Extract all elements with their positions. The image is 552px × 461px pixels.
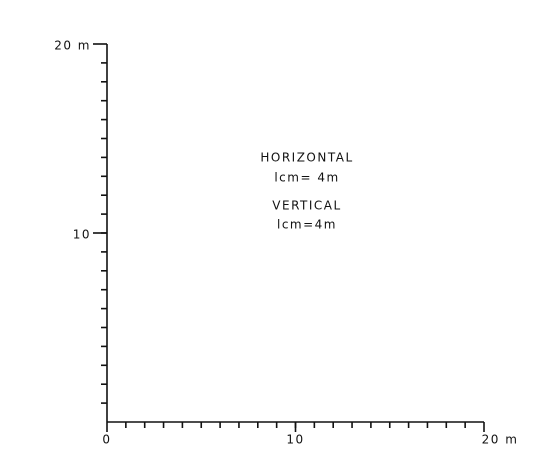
- annotation: lcm= 4m: [274, 171, 339, 185]
- annotation: VERTICAL: [272, 199, 341, 213]
- y-tick-label: 20 m: [54, 39, 91, 53]
- x-tick-label: 10: [286, 433, 304, 447]
- annotation: HORIZONTAL: [260, 151, 353, 165]
- annotation: lcm=4m: [277, 218, 337, 232]
- x-tick-label: 0: [102, 433, 111, 447]
- x-tick-label: 20 m: [482, 433, 519, 447]
- y-tick-label: 10: [73, 228, 91, 242]
